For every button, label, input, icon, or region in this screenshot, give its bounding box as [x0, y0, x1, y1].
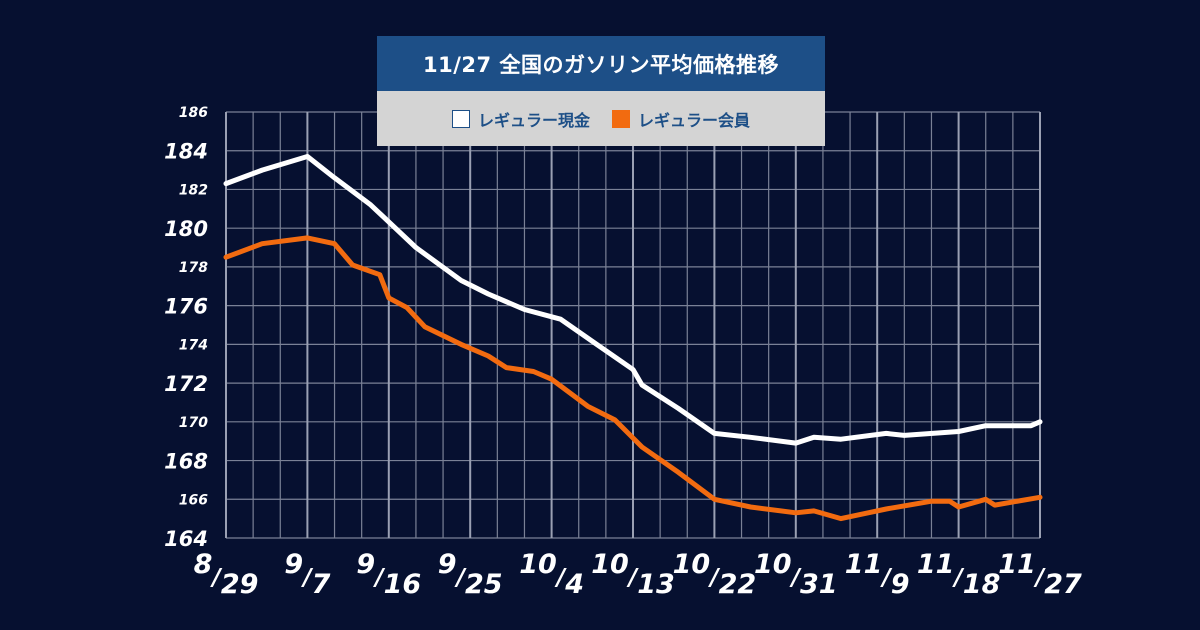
y-tick-label: 164	[164, 527, 208, 551]
grid	[225, 111, 1041, 539]
series-line-cash	[223, 154, 1043, 446]
y-tick-label: 172	[164, 372, 208, 396]
x-tick-label: 11/9	[845, 549, 910, 600]
y-tick-label: 184	[164, 140, 208, 164]
x-tick-label: 10/4	[519, 549, 584, 600]
y-axis-tick-labels: 164 166 168 170 172 174 176 178 180 182 184 186	[164, 105, 208, 551]
x-tick-label: 11/27	[998, 549, 1082, 600]
x-tick-label: 10/13	[591, 549, 675, 600]
x-tick-label: 9/16	[356, 549, 421, 600]
legend-label-cash: レギュラー現金	[477, 110, 590, 130]
x-tick-label: 10/31	[754, 549, 838, 600]
y-tick-label: 182	[179, 182, 208, 198]
x-tick-label: 8/29	[194, 549, 259, 600]
y-tick-label: 170	[179, 415, 208, 431]
legend: レギュラー現金 レギュラー会員	[377, 91, 825, 146]
y-tick-label: 176	[164, 295, 208, 319]
y-tick-label: 168	[164, 450, 208, 474]
y-tick-label: 166	[179, 492, 208, 508]
legend-item-member: レギュラー会員	[612, 107, 750, 131]
series-line-member	[223, 235, 1043, 522]
legend-item-cash: レギュラー現金	[451, 107, 590, 131]
y-tick-label: 186	[179, 105, 208, 121]
y-tick-label: 180	[164, 217, 208, 241]
x-tick-label: 9/7	[284, 549, 330, 600]
chart-header: 11/27 全国のガソリン平均価格推移 レギュラー現金 レギュラー会員	[377, 36, 825, 146]
x-tick-label: 9/25	[438, 549, 503, 600]
x-tick-label: 11/18	[917, 549, 1001, 600]
x-tick-label: 10/22	[673, 549, 757, 600]
y-tick-label: 174	[179, 337, 208, 353]
legend-swatch-orange	[612, 109, 630, 128]
legend-swatch-white	[451, 109, 470, 128]
series-lines	[223, 154, 1043, 522]
y-tick-label: 178	[179, 260, 208, 276]
x-axis-tick-labels: 8/299/79/169/2510/410/1310/2210/3111/911…	[194, 549, 1082, 600]
chart-title: 11/27 全国のガソリン平均価格推移	[377, 36, 825, 91]
legend-label-member: レギュラー会員	[638, 110, 751, 130]
